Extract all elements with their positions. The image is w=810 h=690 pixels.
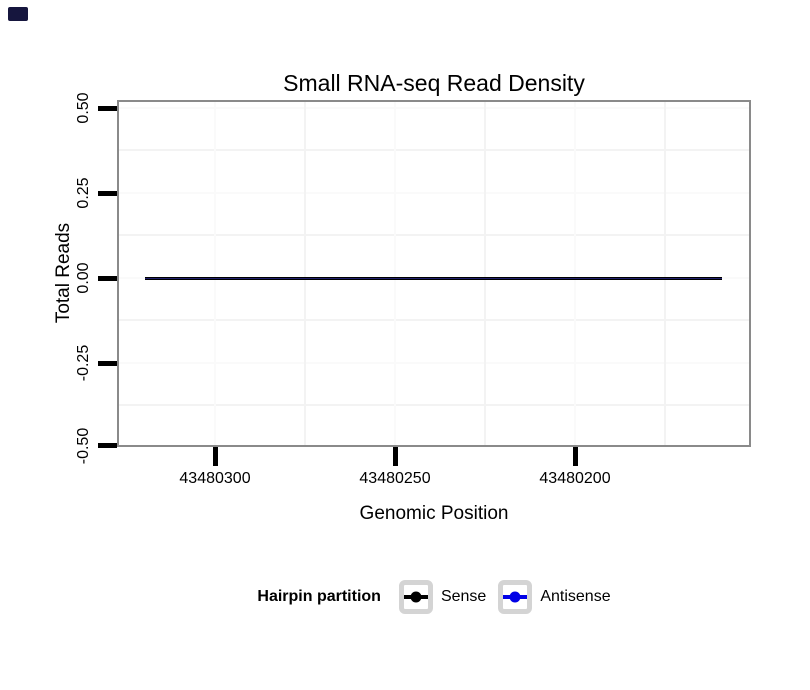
gridline-minor <box>664 102 666 445</box>
gridline-major <box>119 192 749 194</box>
legend-title: Hairpin partition <box>257 588 381 605</box>
y-axis-title: Total Reads <box>53 222 74 324</box>
y-tick-label: 0.25 <box>75 177 92 209</box>
y-tick <box>98 106 117 111</box>
x-tick <box>213 447 218 466</box>
sense-point-glyph-icon <box>410 591 422 603</box>
x-tick <box>573 447 578 466</box>
legend-label-antisense: Antisense <box>540 588 611 605</box>
legend: Hairpin partition Sense Antisense <box>117 579 751 615</box>
gridline-minor <box>119 319 749 321</box>
gridline-minor <box>119 234 749 236</box>
y-tick-label: 0.50 <box>75 92 92 124</box>
gridline-major <box>214 102 216 445</box>
x-tick <box>393 447 398 466</box>
plot-panel <box>117 100 751 447</box>
gridline-major <box>394 102 396 445</box>
y-tick <box>98 443 117 448</box>
chart-title: Small RNA-seq Read Density <box>283 70 585 96</box>
gridline-major <box>119 107 749 109</box>
legend-item-antisense: Antisense <box>498 580 611 614</box>
legend-item-sense: Sense <box>398 580 487 614</box>
read-density-zero-line <box>145 277 722 280</box>
antisense-point-glyph-icon <box>509 591 521 603</box>
y-tick-label: -0.50 <box>75 427 92 465</box>
y-tick <box>98 191 117 196</box>
y-tick-label: -0.25 <box>75 344 92 382</box>
gridline-minor <box>484 102 486 445</box>
gridline-minor <box>119 149 749 151</box>
y-tick <box>98 276 117 281</box>
gridline-major <box>119 362 749 364</box>
x-tick-label: 43480300 <box>179 470 251 487</box>
legend-key-antisense <box>498 580 533 614</box>
gridline-major <box>574 102 576 445</box>
gridline-minor <box>119 404 749 406</box>
corner-badge <box>8 7 28 21</box>
x-tick-label: 43480250 <box>359 470 431 487</box>
x-tick-label: 43480200 <box>539 470 611 487</box>
x-axis-title: Genomic Position <box>359 503 509 524</box>
y-tick-label: 0.00 <box>75 262 92 294</box>
y-tick <box>98 361 117 366</box>
gridline-minor <box>304 102 306 445</box>
legend-label-sense: Sense <box>440 588 487 605</box>
plot-area <box>119 102 749 445</box>
legend-key-sense <box>398 580 433 614</box>
